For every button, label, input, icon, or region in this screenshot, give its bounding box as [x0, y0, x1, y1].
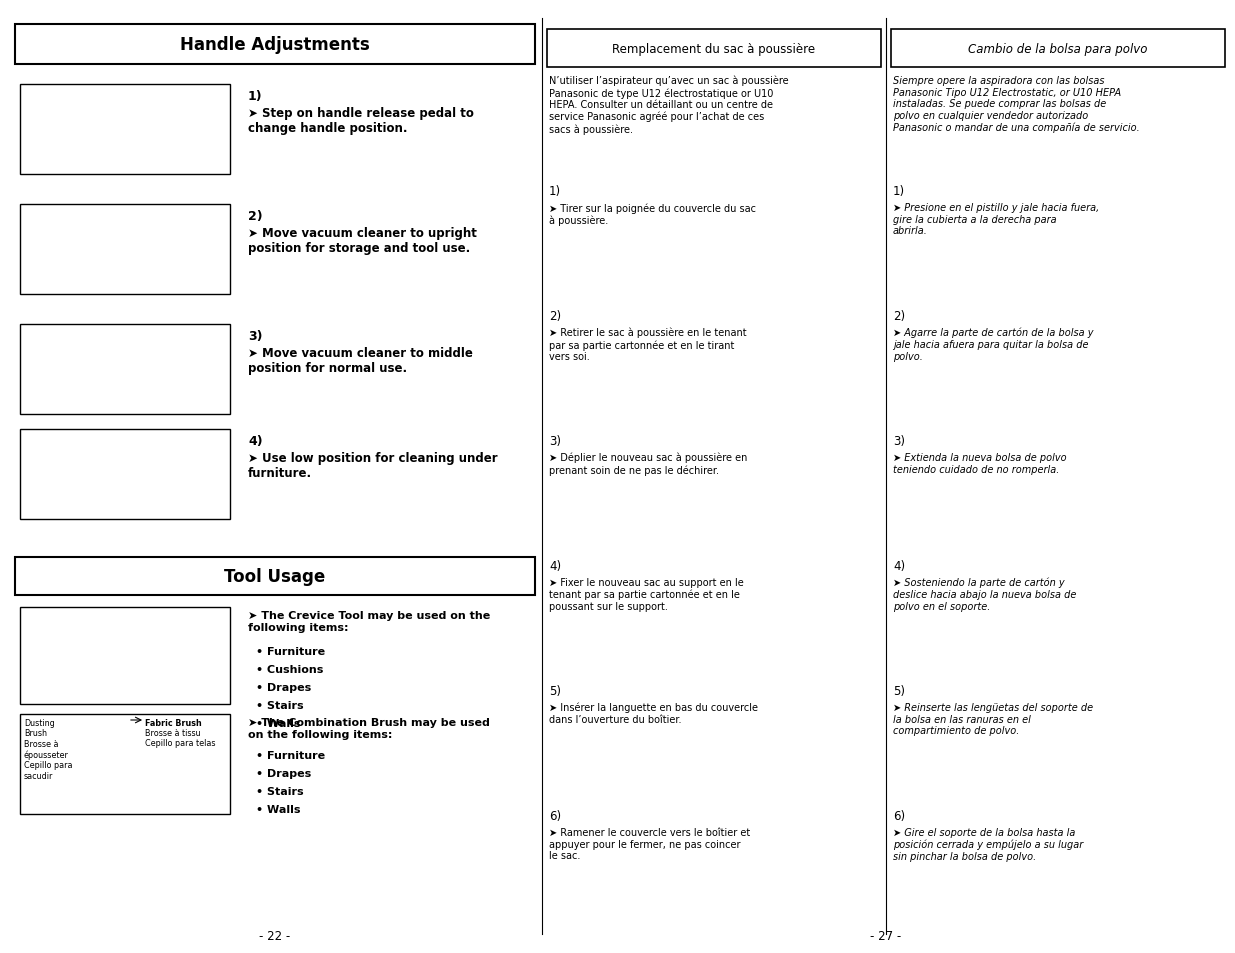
Bar: [20, 325, 230, 415]
Text: - 22 -: - 22 -: [259, 929, 290, 942]
Text: ➤ Sosteniendo la parte de cartón y
deslice hacia abajo la nueva bolsa de
polvo e: ➤ Sosteniendo la parte de cartón y desli…: [893, 578, 1077, 611]
Text: N’utiliser l’aspirateur qu’avec un sac à poussière
Panasonic de type U12 électro: N’utiliser l’aspirateur qu’avec un sac à…: [550, 76, 789, 134]
Text: - 27 -: - 27 -: [871, 929, 902, 942]
Text: ➤ Step on handle release pedal to
change handle position.: ➤ Step on handle release pedal to change…: [248, 107, 474, 135]
Text: Cambio de la bolsa para polvo: Cambio de la bolsa para polvo: [968, 43, 1147, 55]
Text: ➤ Presione en el pistillo y jale hacia fuera,
gire la cubierta a la derecha para: ➤ Presione en el pistillo y jale hacia f…: [893, 203, 1099, 236]
Text: ➤ Move vacuum cleaner to middle
position for normal use.: ➤ Move vacuum cleaner to middle position…: [248, 347, 473, 375]
Bar: [15, 558, 535, 596]
Text: • Stairs: • Stairs: [256, 786, 304, 796]
Text: • Furniture: • Furniture: [256, 750, 325, 760]
Text: 1): 1): [893, 185, 905, 198]
Text: ➤ Fixer le nouveau sac au support en le
tenant par sa partie cartonnée et en le
: ➤ Fixer le nouveau sac au support en le …: [550, 578, 743, 611]
Text: • Cushions: • Cushions: [256, 664, 324, 675]
Text: • Walls: • Walls: [256, 804, 300, 814]
Bar: [890, 30, 1225, 68]
Bar: [547, 30, 881, 68]
Text: 5): 5): [550, 684, 561, 698]
Text: ➤ Move vacuum cleaner to upright
position for storage and tool use.: ➤ Move vacuum cleaner to upright positio…: [248, 227, 477, 254]
Text: 3): 3): [248, 330, 263, 343]
Bar: [20, 714, 230, 814]
Text: ➤ Ramener le couvercle vers le boîtier et
appuyer pour le fermer, ne pas coincer: ➤ Ramener le couvercle vers le boîtier e…: [550, 827, 750, 861]
Text: ➤ Déplier le nouveau sac à poussière en
prenant soin de ne pas le déchirer.: ➤ Déplier le nouveau sac à poussière en …: [550, 453, 747, 476]
Bar: [20, 85, 230, 174]
Text: • Drapes: • Drapes: [256, 768, 311, 779]
Bar: [20, 607, 230, 704]
Text: 4): 4): [550, 559, 561, 573]
Text: 2): 2): [248, 210, 263, 223]
Text: ➤ Insérer la languette en bas du couvercle
dans l’ouverture du boîtier.: ➤ Insérer la languette en bas du couverc…: [550, 702, 758, 724]
Text: ➤ Agarre la parte de cartón de la bolsa y
jale hacia afuera para quitar la bolsa: ➤ Agarre la parte de cartón de la bolsa …: [893, 328, 1093, 361]
Text: 3): 3): [550, 435, 561, 448]
Text: 1): 1): [550, 185, 561, 198]
Text: • Drapes: • Drapes: [256, 682, 311, 692]
Text: 2): 2): [893, 310, 905, 323]
Text: ➤ Tirer sur la poignée du couvercle du sac
à poussière.: ➤ Tirer sur la poignée du couvercle du s…: [550, 203, 756, 226]
Text: 6): 6): [893, 809, 905, 822]
Text: ➤ The Crevice Tool may be used on the
following items:: ➤ The Crevice Tool may be used on the fo…: [248, 610, 490, 632]
Text: Dusting
Brush
Brosse à
épousseter
Cepillo para
sacudir: Dusting Brush Brosse à épousseter Cepill…: [23, 719, 73, 780]
Text: Siempre opere la aspiradora con las bolsas
Panasonic Tipo U12 Electrostatic, or : Siempre opere la aspiradora con las bols…: [893, 76, 1140, 132]
Text: Tool Usage: Tool Usage: [225, 567, 326, 585]
Text: 6): 6): [550, 809, 561, 822]
Text: Handle Adjustments: Handle Adjustments: [180, 36, 369, 54]
Text: ➤ Retirer le sac à poussière en le tenant
par sa partie cartonnée et en le tiran: ➤ Retirer le sac à poussière en le tenan…: [550, 328, 747, 362]
Text: Fabric Brush: Fabric Brush: [144, 719, 201, 727]
Text: ➤ Use low position for cleaning under
furniture.: ➤ Use low position for cleaning under fu…: [248, 452, 498, 479]
Text: ➤ Gire el soporte de la bolsa hasta la
posición cerrada y empújelo a su lugar
si: ➤ Gire el soporte de la bolsa hasta la p…: [893, 827, 1083, 861]
Bar: [20, 205, 230, 294]
Text: ➤ The Combination Brush may be used
on the following items:: ➤ The Combination Brush may be used on t…: [248, 718, 490, 739]
Text: ➤ Reinserte las lengüetas del soporte de
la bolsa en las ranuras en el
compartim: ➤ Reinserte las lengüetas del soporte de…: [893, 702, 1093, 736]
Text: 3): 3): [893, 435, 905, 448]
Text: 5): 5): [893, 684, 905, 698]
Text: 1): 1): [248, 90, 263, 103]
Text: • Stairs: • Stairs: [256, 700, 304, 710]
Text: 2): 2): [550, 310, 561, 323]
Text: ➤ Extienda la nueva bolsa de polvo
teniendo cuidado de no romperla.: ➤ Extienda la nueva bolsa de polvo tenie…: [893, 453, 1067, 474]
Text: 4): 4): [248, 435, 263, 448]
Text: Remplacement du sac à poussière: Remplacement du sac à poussière: [613, 43, 815, 55]
Bar: [15, 25, 535, 65]
Text: • Walls: • Walls: [256, 719, 300, 728]
Text: 4): 4): [893, 559, 905, 573]
Text: Brosse à tissu
Cepillo para telas: Brosse à tissu Cepillo para telas: [144, 728, 215, 747]
Text: • Furniture: • Furniture: [256, 646, 325, 657]
Bar: [20, 430, 230, 519]
